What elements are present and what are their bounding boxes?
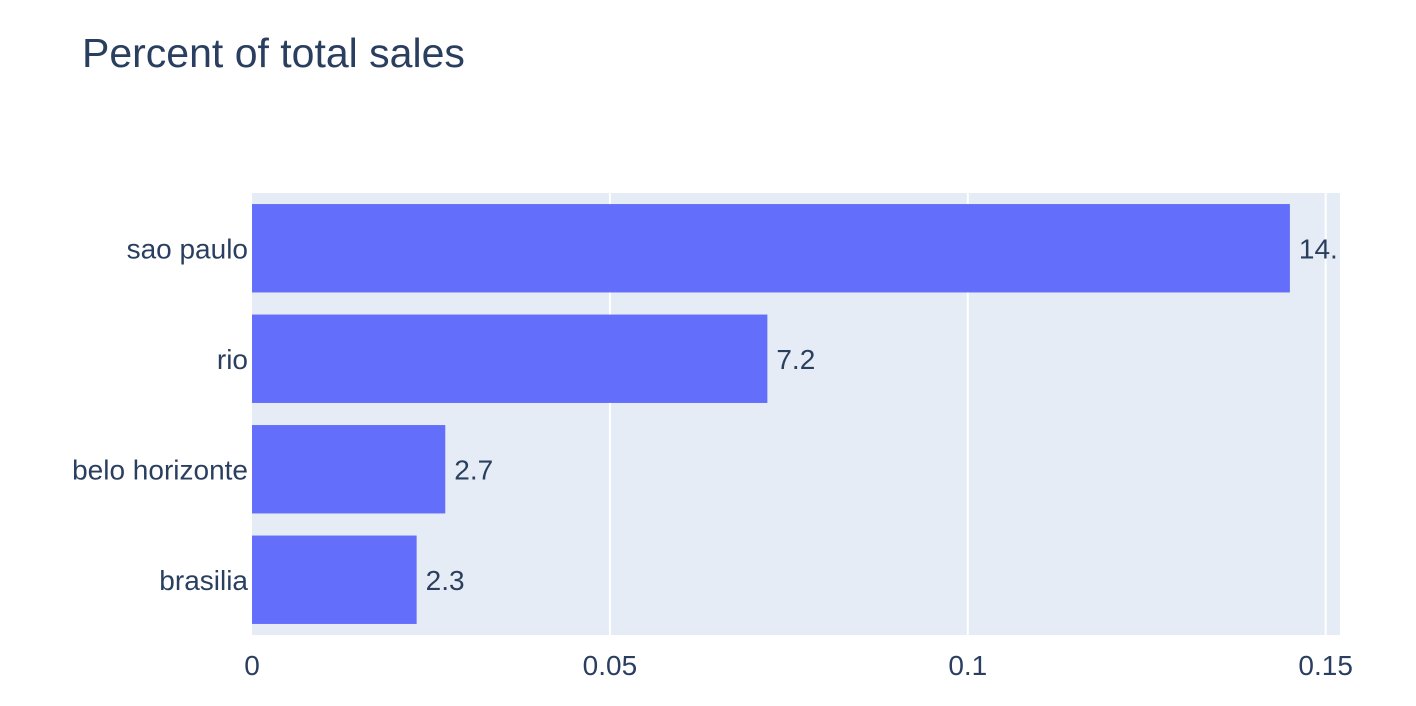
- category-label: rio: [217, 344, 248, 375]
- bar-value-label: 7.2: [776, 344, 815, 375]
- x-tick-label: 0.1: [948, 650, 987, 681]
- category-labels: sao paulo rio belo horizonte brasilia: [72, 233, 248, 596]
- x-tick-label: 0.05: [583, 650, 638, 681]
- category-label: belo horizonte: [72, 454, 248, 485]
- category-label: sao paulo: [127, 233, 248, 264]
- category-label: brasilia: [159, 565, 248, 596]
- bars: [252, 204, 1290, 624]
- bar: [252, 425, 446, 514]
- bar-value-label: 2.7: [454, 454, 493, 485]
- bar-value-label: 2.3: [426, 565, 465, 596]
- bar: [252, 535, 417, 624]
- bar-value-label: 14.: [1299, 233, 1338, 264]
- chart-title: Percent of total sales: [82, 30, 465, 76]
- bar: [252, 204, 1290, 293]
- data-labels: 14. 7.2 2.7 2.3: [426, 233, 1338, 596]
- x-tick-label: 0: [244, 650, 260, 681]
- bar: [252, 314, 768, 403]
- x-axis-ticks: 0 0.05 0.1 0.15: [244, 650, 1353, 681]
- x-tick-label: 0.15: [1298, 650, 1353, 681]
